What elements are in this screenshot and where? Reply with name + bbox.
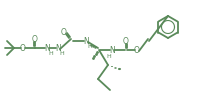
Text: O: O [122, 36, 128, 46]
Text: N: N [55, 43, 61, 53]
Text: O: O [133, 46, 139, 54]
Text: H: H [48, 50, 53, 56]
Text: O: O [61, 28, 67, 36]
Text: N: N [44, 43, 50, 53]
Text: H: H [59, 50, 64, 56]
Text: O: O [32, 35, 38, 43]
Text: H: H [106, 53, 111, 59]
Text: N: N [83, 36, 89, 46]
Text: H: H [87, 43, 92, 49]
Text: N: N [109, 46, 114, 54]
Text: O: O [20, 43, 26, 53]
